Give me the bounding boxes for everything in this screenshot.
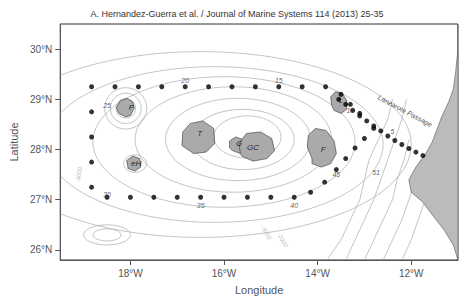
svg-text:25: 25 (102, 102, 111, 109)
svg-text:45: 45 (332, 171, 340, 178)
svg-text:40: 40 (290, 202, 298, 209)
svg-text:-2000: -2000 (276, 232, 289, 249)
svg-text:28°N: 28°N (30, 144, 52, 155)
svg-text:Longitude: Longitude (235, 284, 283, 296)
svg-text:L: L (338, 95, 344, 105)
svg-text:A. Hernandez-Guerra et al. / J: A. Hernandez-Guerra et al. / Journal of … (91, 9, 384, 19)
svg-text:10: 10 (346, 107, 354, 114)
svg-text:F: F (321, 145, 327, 154)
svg-text:15: 15 (275, 77, 283, 84)
svg-text:5: 5 (391, 128, 395, 135)
svg-text:-3000: -3000 (260, 224, 273, 241)
svg-text:G: G (236, 139, 242, 148)
svg-text:30°N: 30°N (30, 44, 52, 55)
svg-text:29°N: 29°N (30, 94, 52, 105)
svg-text:P: P (129, 103, 135, 112)
svg-text:18°W: 18°W (118, 268, 143, 279)
svg-text:30: 30 (103, 191, 111, 198)
svg-text:51: 51 (372, 169, 380, 176)
svg-text:-4000: -4000 (75, 166, 83, 183)
svg-text:12°W: 12°W (399, 268, 424, 279)
svg-text:GC: GC (247, 143, 259, 152)
svg-text:Lanzarote Passage: Lanzarote Passage (376, 94, 433, 129)
svg-text:14°W: 14°W (305, 268, 330, 279)
svg-text:35: 35 (197, 202, 205, 209)
svg-text:20: 20 (180, 77, 189, 84)
svg-text:eH: eH (131, 159, 141, 168)
svg-text:Latitude: Latitude (8, 122, 20, 161)
svg-text:16°W: 16°W (212, 268, 237, 279)
svg-text:26°N: 26°N (30, 244, 52, 255)
svg-text:27°N: 27°N (30, 194, 52, 205)
svg-text:T: T (197, 129, 203, 138)
